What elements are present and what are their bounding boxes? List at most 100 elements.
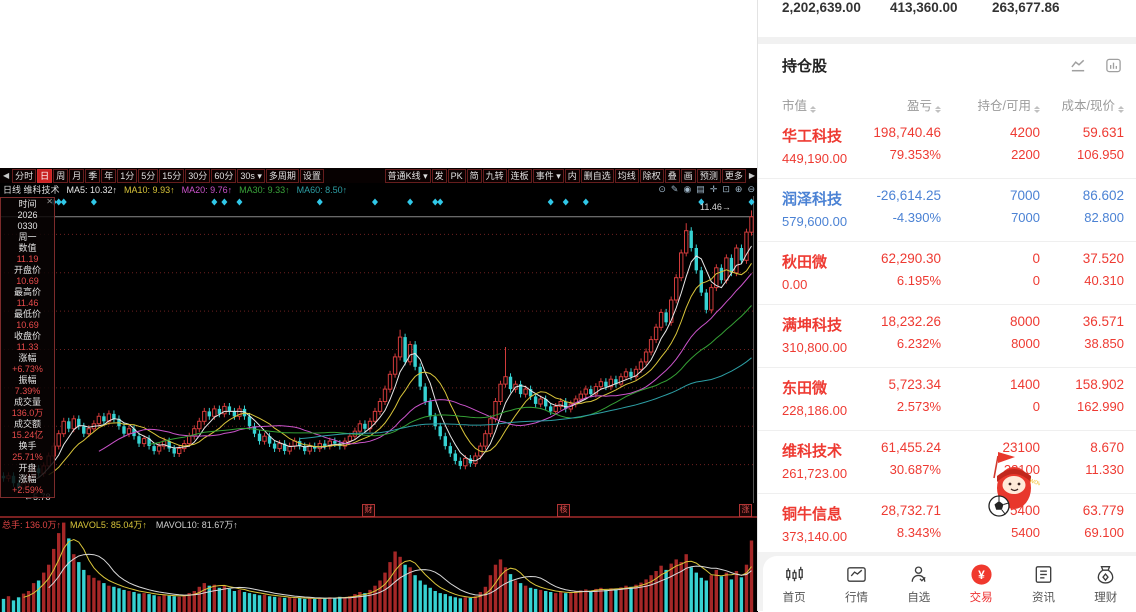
stock-name: 华工科技 — [782, 125, 870, 146]
profit-pct: 6.195% — [870, 273, 941, 288]
tool-forecast[interactable]: 预测 — [697, 169, 721, 183]
nav-item-trade[interactable]: ¥ 交易 — [950, 563, 1012, 605]
zoom-in-icon[interactable]: ⊕ — [735, 184, 743, 195]
period-month[interactable]: 月 — [69, 169, 84, 183]
period-30s-select[interactable]: 30s ▾ — [237, 169, 265, 183]
period-year[interactable]: 年 — [101, 169, 116, 183]
event-flag-marker[interactable]: 财 — [362, 504, 375, 517]
nav-item-watchlist[interactable]: 自选 — [888, 563, 950, 605]
bar-chart-view-icon[interactable] — [1105, 57, 1122, 74]
event-diamond-icon[interactable] — [61, 199, 67, 206]
quotes-chart-icon — [845, 563, 868, 586]
tool-nine-turn[interactable]: 九转 — [483, 169, 507, 183]
event-diamond-icon[interactable] — [317, 199, 323, 206]
period-5min[interactable]: 5分 — [138, 169, 158, 183]
tool-more[interactable]: 更多 — [722, 169, 746, 183]
tooltip-row: 开盘价 — [1, 265, 54, 276]
tooltip-row: 收盘价 — [1, 331, 54, 342]
indicator-row: 日线 维科技术 MA5: 10.32↑ MA10: 9.93↑ MA20: 9.… — [0, 183, 758, 196]
column-cost-price[interactable]: 成本/现价 — [1040, 95, 1124, 114]
period-30min[interactable]: 30分 — [185, 169, 210, 183]
delete-icon[interactable]: ▤ — [696, 184, 705, 195]
cost: 59.631 — [1040, 125, 1124, 140]
nav-item-news[interactable]: 资讯 — [1012, 563, 1074, 605]
tool-simple[interactable]: 简 — [467, 169, 482, 183]
tool-nei[interactable]: 内 — [565, 169, 580, 183]
tool-draw[interactable]: 画 — [681, 169, 696, 183]
period-60min[interactable]: 60分 — [211, 169, 236, 183]
tool-lianban[interactable]: 连板 — [508, 169, 532, 183]
market-value: 228,186.00 — [782, 403, 870, 418]
tool-fa[interactable]: 发 — [432, 169, 447, 183]
candles-icon — [783, 563, 806, 586]
eye-icon[interactable]: ◉ — [683, 184, 691, 195]
tooltip-row: 7.39% — [1, 386, 54, 397]
column-market-value[interactable]: 市值 — [782, 95, 870, 114]
period-fenshi[interactable]: 分时 — [12, 169, 36, 183]
nav-item-home[interactable]: 首页 — [763, 563, 825, 605]
event-diamond-icon[interactable] — [407, 199, 413, 206]
kline-canvas[interactable]: 11.46→←5.78 — [0, 196, 758, 503]
chart-settings-button[interactable]: 设置 — [300, 169, 324, 183]
current-price: 69.100 — [1040, 525, 1124, 540]
period-15min[interactable]: 15分 — [159, 169, 184, 183]
column-profit[interactable]: 盈亏 — [870, 95, 941, 114]
bottom-nav: 首页 行情 自选 — [763, 556, 1136, 611]
event-diamond-icon[interactable] — [583, 199, 589, 206]
tool-overlay[interactable]: 叠 — [665, 169, 680, 183]
event-flag-marker[interactable]: 核 — [557, 504, 570, 517]
period-quarter[interactable]: 季 — [85, 169, 100, 183]
tooltip-row: 11.33 — [1, 342, 54, 353]
tooltip-row: 10.69 — [1, 276, 54, 287]
nav-label: 交易 — [970, 589, 993, 605]
line-chart-view-icon[interactable] — [1070, 57, 1087, 74]
profit: -26,614.25 — [870, 188, 941, 203]
event-diamond-icon[interactable] — [437, 199, 443, 206]
nav-item-wealth[interactable]: 理财 — [1075, 563, 1136, 605]
event-diamond-icon[interactable] — [221, 199, 227, 206]
nav-item-quotes[interactable]: 行情 — [825, 563, 887, 605]
tool-ma-lines[interactable]: 均线 — [615, 169, 639, 183]
profit-pct: 6.232% — [870, 336, 941, 351]
volume-pane[interactable]: 总手: 136.0万↑ MAVOL5: 85.04万↑ MAVOL10: 81.… — [0, 517, 758, 612]
event-diamond-icon[interactable] — [372, 199, 378, 206]
crosshair-icon[interactable]: ⊙ — [658, 184, 666, 195]
period-week[interactable]: 周 — [53, 169, 68, 183]
chart-toolbar-scroll-right-icon[interactable]: ▶ — [747, 171, 757, 180]
main-chart-canvas[interactable]: 11.46→←5.78 ✕ 时间 2026 0330 周一 数值 11.19 开… — [0, 196, 758, 503]
column-position[interactable]: 持仓/可用 — [941, 95, 1040, 114]
zoom-out-icon[interactable]: ⊖ — [747, 184, 755, 195]
tool-ex-rights[interactable]: 除权 — [640, 169, 664, 183]
market-value: 261,723.00 — [782, 466, 870, 481]
tool-pk[interactable]: PK — [448, 169, 466, 183]
tool-del-watchlist[interactable]: 删自选 — [581, 169, 614, 183]
kline-type-select[interactable]: 普通K线 ▾ — [385, 169, 431, 183]
draw-icon[interactable]: ✎ — [671, 184, 679, 195]
event-diamond-icon[interactable] — [563, 199, 569, 206]
volume-canvas[interactable] — [0, 517, 758, 612]
event-flag-marker[interactable]: 涨 — [739, 504, 752, 517]
tool-events-select[interactable]: 事件 ▾ — [533, 169, 564, 183]
event-diamond-icon[interactable] — [211, 199, 217, 206]
multi-period-button[interactable]: 多周期 — [266, 169, 299, 183]
cost: 63.779 — [1040, 503, 1124, 518]
period-1min[interactable]: 1分 — [117, 169, 137, 183]
tooltip-close-icon[interactable]: ✕ — [46, 197, 53, 206]
event-diamond-icon[interactable] — [91, 199, 97, 206]
position: 1400 — [941, 377, 1040, 392]
period-day[interactable]: 日 — [37, 169, 52, 183]
cost: 36.571 — [1040, 314, 1124, 329]
event-diamond-icon[interactable] — [236, 199, 242, 206]
lock-icon[interactable]: ⊡ — [722, 184, 730, 195]
chart-toolbar-scroll-left-icon[interactable]: ◀ — [1, 171, 11, 180]
event-diamond-icon[interactable] — [548, 199, 554, 206]
drag-hand-icon[interactable]: ✛ — [710, 184, 718, 195]
